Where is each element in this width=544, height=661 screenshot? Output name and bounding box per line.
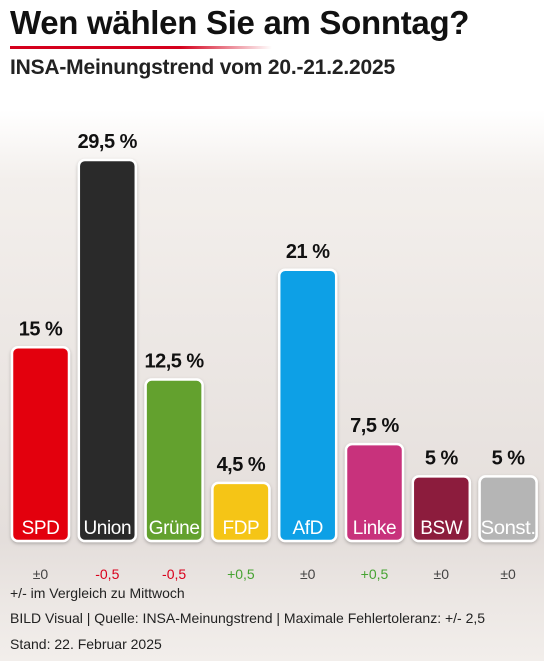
bar-fdp	[211, 481, 271, 543]
bar-group-afd: 21 % AfD ±0	[277, 241, 338, 582]
bar-group-linke: 7,5 % Linke +0,5	[344, 415, 405, 582]
bar-group-fdp: 4,5 % FDP +0,5	[211, 454, 271, 582]
bar-group-bsw: 5 % BSW ±0	[411, 447, 472, 582]
category-label-bsw: BSW	[420, 518, 463, 539]
category-label-union: Union	[83, 518, 131, 539]
bar-grne	[144, 378, 204, 543]
change-label-bsw: ±0	[434, 566, 450, 582]
category-label-grne: Grüne	[149, 518, 200, 539]
bar-linke	[344, 442, 405, 543]
category-label-linke: Linke	[353, 518, 396, 539]
change-label-sonst: ±0	[500, 566, 516, 582]
value-label-sonst: 5 %	[492, 447, 526, 469]
change-label-spd: ±0	[33, 566, 49, 582]
change-label-fdp: +0,5	[227, 566, 255, 582]
footnote-source: BILD Visual | Quelle: INSA-Meinungstrend…	[10, 610, 486, 626]
value-label-afd: 21 %	[286, 241, 330, 263]
bar-union	[77, 158, 138, 543]
value-label-spd: 15 %	[19, 318, 63, 340]
change-label-linke: +0,5	[361, 566, 389, 582]
bar-group-union: 29,5 % Union -0,5	[77, 131, 138, 582]
chart-subtitle: INSA-Meinungstrend vom 20.-21.2.2025	[10, 56, 395, 79]
value-label-fdp: 4,5 %	[217, 454, 266, 476]
category-label-fdp: FDP	[222, 518, 259, 539]
chart-title: Wen wählen Sie am Sonntag?	[10, 4, 470, 41]
bar-sonst	[478, 475, 538, 543]
bar-group-grne: 12,5 % Grüne -0,5	[144, 351, 205, 582]
bar-bsw	[411, 475, 472, 543]
value-label-grne: 12,5 %	[144, 351, 204, 373]
bar-group-spd: 15 % SPD ±0	[10, 318, 71, 582]
category-label-sonst: Sonst.	[481, 518, 536, 539]
bar-group-sonst: 5 % Sonst. ±0	[478, 447, 538, 582]
change-label-grne: -0,5	[162, 566, 186, 582]
category-label-afd: AfD	[292, 518, 322, 539]
change-label-union: -0,5	[95, 566, 119, 582]
value-label-linke: 7,5 %	[350, 415, 399, 437]
footnote-change-note: +/- im Vergleich zu Mittwoch	[10, 585, 185, 601]
bar-afd	[277, 268, 338, 543]
change-label-afd: ±0	[300, 566, 316, 582]
footnote-date: Stand: 22. Februar 2025	[10, 636, 162, 652]
bar-spd	[10, 346, 71, 543]
category-label-spd: SPD	[22, 518, 60, 539]
title-underline	[10, 46, 272, 49]
value-label-bsw: 5 %	[425, 447, 459, 469]
value-label-union: 29,5 %	[78, 131, 138, 153]
